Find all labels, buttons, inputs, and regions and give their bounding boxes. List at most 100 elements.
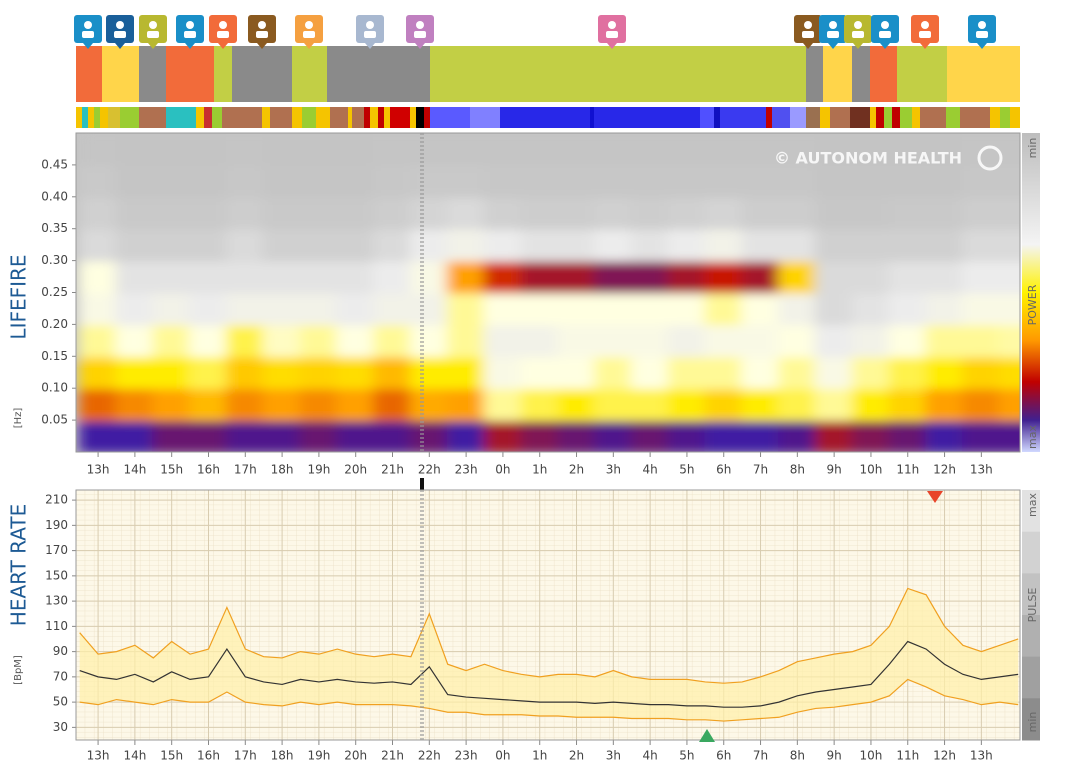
heat-cell — [152, 291, 192, 326]
heat-cell — [78, 163, 118, 198]
heat-cell — [888, 227, 928, 262]
heat-cell — [299, 195, 339, 230]
heat-cell — [336, 163, 376, 198]
heat-cell — [262, 163, 302, 198]
icon-pointer — [880, 43, 890, 49]
x-tick-label: 17h — [234, 463, 257, 477]
heat-cell — [225, 133, 265, 166]
icon-glyph — [921, 21, 929, 29]
icon-glyph — [219, 21, 227, 29]
heat-cell — [961, 323, 1001, 358]
activity-strip — [430, 107, 470, 128]
heat-cell — [409, 419, 449, 452]
heat-cell — [704, 133, 744, 166]
x-tick-label: 4h — [643, 463, 658, 477]
heat-cell — [741, 419, 780, 452]
band-fill — [79, 588, 1019, 722]
heat-cell — [373, 419, 412, 452]
x-tick-label: 1h — [532, 749, 547, 763]
x-tick-label: 2h — [569, 749, 584, 763]
heat-cell — [225, 227, 265, 262]
heat-cell — [409, 291, 449, 326]
heat-cell — [299, 133, 339, 166]
y-tick-label: 50 — [53, 695, 68, 709]
y-tick-label: 190 — [45, 518, 68, 532]
icon-pointer — [803, 43, 813, 49]
x-tick-label: 14h — [123, 749, 146, 763]
activity-strip — [94, 107, 100, 128]
heat-cell — [667, 387, 707, 422]
heat-cell — [78, 323, 118, 358]
activity-strip — [830, 107, 850, 128]
heat-cell — [593, 195, 633, 230]
heat-cell — [777, 163, 817, 198]
icon-glyph — [978, 21, 986, 29]
heat-cell — [777, 291, 817, 326]
x-tick-label: 6h — [716, 463, 731, 477]
activity-strip — [302, 107, 316, 128]
heat-cell — [189, 291, 228, 326]
icon-glyph — [608, 21, 616, 29]
heat-cell — [262, 323, 302, 358]
heat-cell — [557, 387, 596, 422]
x-tick-label: 18h — [271, 749, 294, 763]
heat-cell — [336, 419, 376, 452]
heat-cell — [299, 291, 339, 326]
icon-pointer — [218, 43, 228, 49]
heat-cell — [336, 323, 376, 358]
heat-cell — [741, 355, 780, 390]
x-tick-label: 13h — [87, 463, 110, 477]
heat-cell — [152, 227, 192, 262]
pulse-scale: max PULSE min — [1022, 490, 1040, 741]
heat-cell — [152, 355, 192, 390]
heat-cell — [961, 419, 1001, 452]
heat-cell — [520, 291, 560, 326]
heat-cell — [115, 387, 155, 422]
icon-glyph — [606, 31, 618, 38]
heat-cell — [262, 387, 302, 422]
heat-cell — [704, 387, 744, 422]
heat-cell — [998, 259, 1020, 294]
heat-cell — [998, 227, 1020, 262]
activity-strip — [720, 107, 766, 128]
icon-pointer — [115, 43, 125, 49]
icon-glyph — [802, 31, 814, 38]
heat-cell — [262, 355, 302, 390]
icon-glyph — [416, 21, 424, 29]
heat-cell — [299, 323, 339, 358]
heat-cell — [373, 195, 412, 230]
activity-strip — [946, 107, 960, 128]
icon-pointer — [853, 43, 863, 49]
x-tick-label: 22h — [418, 749, 441, 763]
heat-cell — [446, 419, 486, 452]
heat-cell — [961, 291, 1001, 326]
heat-cell — [557, 419, 596, 452]
heat-cell — [777, 419, 817, 452]
icon-glyph — [303, 31, 315, 38]
heat-cell — [299, 387, 339, 422]
y-tick-label: 0.10 — [41, 381, 68, 395]
heat-cell — [888, 355, 928, 390]
activity-strip — [120, 107, 139, 128]
icon-pointer — [828, 43, 838, 49]
heat-cell — [814, 227, 854, 262]
heat-cell — [925, 227, 964, 262]
y-tick-label: 0.25 — [41, 285, 68, 299]
heat-cell — [888, 195, 928, 230]
heat-cell — [373, 259, 412, 294]
scale-label: min — [1026, 138, 1039, 159]
heat-cell — [630, 419, 670, 452]
activity-strip — [390, 107, 410, 128]
series-line — [79, 640, 1019, 708]
heat-cell — [851, 195, 891, 230]
pulse-scale-step — [1022, 573, 1040, 616]
icon-glyph — [829, 21, 837, 29]
x-tick-label: 10h — [860, 749, 883, 763]
watermark-logo — [977, 145, 1003, 171]
heat-cell — [741, 323, 780, 358]
icon-glyph — [256, 31, 268, 38]
heat-cell — [557, 195, 596, 230]
heat-cell — [225, 259, 265, 294]
activity-strip — [316, 107, 330, 128]
heat-cell — [299, 419, 339, 452]
